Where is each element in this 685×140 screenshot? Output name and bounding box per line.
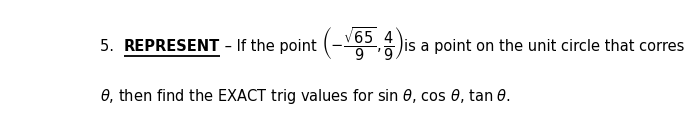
Text: – If the point: – If the point xyxy=(220,39,321,54)
Text: 5.: 5. xyxy=(101,39,124,54)
Text: $\theta$, then find the EXACT trig values for sin $\theta$, cos $\theta$, tan $\: $\theta$, then find the EXACT trig value… xyxy=(101,87,512,106)
Text: is a point on the unit circle that corresponds to angle: is a point on the unit circle that corre… xyxy=(404,39,685,54)
Text: REPRESENT: REPRESENT xyxy=(124,39,220,54)
Text: $\left(-\dfrac{\sqrt{65}}{9},\dfrac{4}{9}\right)$: $\left(-\dfrac{\sqrt{65}}{9},\dfrac{4}{9… xyxy=(321,26,404,63)
